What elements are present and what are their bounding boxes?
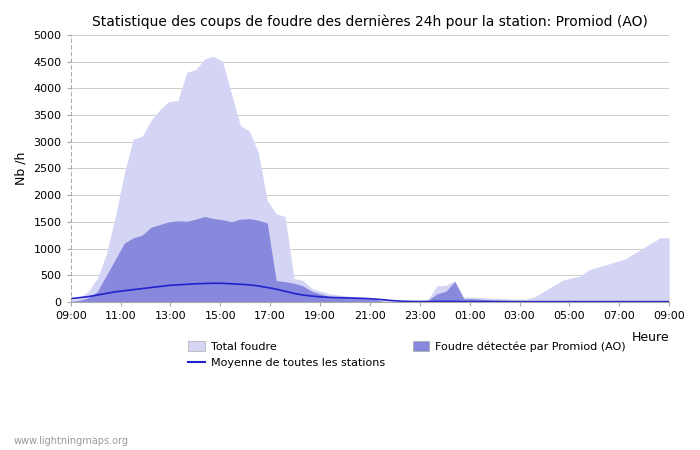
Text: Heure: Heure (631, 331, 669, 344)
Legend: Total foudre, Moyenne de toutes les stations, Foudre détectée par Promiod (AO): Total foudre, Moyenne de toutes les stat… (184, 337, 630, 372)
Y-axis label: Nb /h: Nb /h (15, 152, 28, 185)
Title: Statistique des coups de foudre des dernières 24h pour la station: Promiod (AO): Statistique des coups de foudre des dern… (92, 15, 648, 30)
Text: www.lightningmaps.org: www.lightningmaps.org (14, 436, 129, 446)
